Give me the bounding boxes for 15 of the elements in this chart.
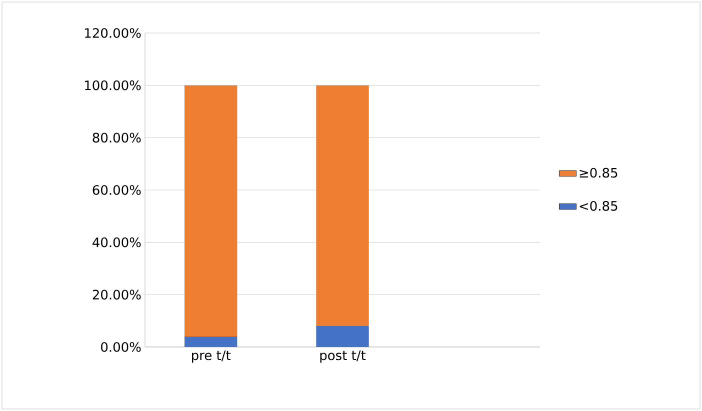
y-tick-label: 60.00%: [92, 185, 141, 195]
bar: [184, 85, 238, 337]
bar: [316, 85, 369, 326]
legend-label: <0.85: [580, 200, 618, 211]
legend-label: ≥0.85: [580, 168, 618, 178]
y-tick-label: 100.00%: [85, 80, 141, 90]
y-tick-label: 40.00%: [92, 237, 141, 248]
x-tick-label: pre t/t: [192, 350, 231, 363]
bar: [184, 336, 238, 347]
y-tick-label: 120.00%: [85, 28, 141, 38]
x-tick-label: post t/t: [320, 350, 366, 363]
bar: [316, 326, 369, 347]
y-tick-label: 20.00%: [92, 290, 141, 300]
y-tick-label: 0.00%: [101, 342, 141, 352]
y-tick-label: 80.00%: [92, 132, 141, 143]
